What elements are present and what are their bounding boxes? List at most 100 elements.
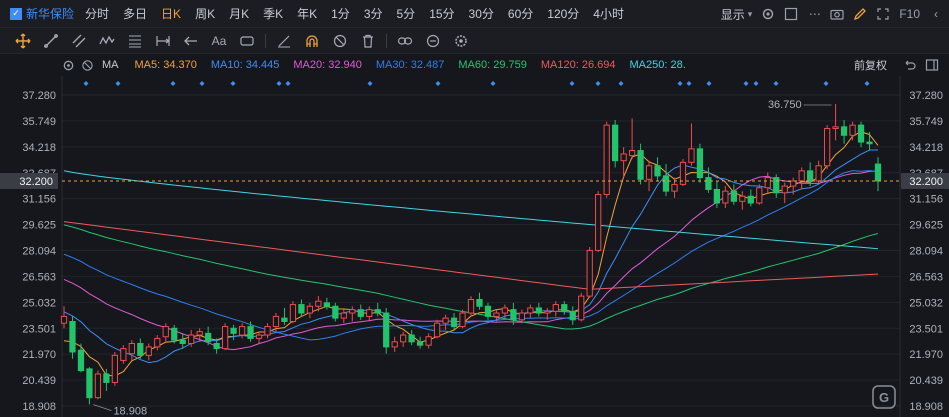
candle-body [679, 161, 687, 185]
ma-line [63, 131, 879, 377]
event-marker-icon [706, 81, 712, 86]
candle-body [552, 304, 559, 312]
y-tick-label: 28.094 [22, 246, 56, 258]
tab-period[interactable]: 5分 [396, 7, 416, 21]
candle-body [247, 326, 254, 339]
chevron-down-icon: ▾ [747, 8, 753, 19]
event-marker-icon [677, 81, 683, 86]
candle-body [255, 334, 263, 339]
tab-period[interactable]: 15分 [429, 7, 455, 21]
more-icon[interactable]: ⋯ [808, 7, 821, 21]
hide-indicator-icon[interactable] [81, 59, 94, 72]
event-marker-icon [618, 81, 624, 86]
candle-body [154, 337, 161, 348]
shape-tool-icon[interactable] [236, 28, 258, 54]
undo-icon[interactable] [903, 58, 917, 72]
y-tick-label: 37.280 [909, 90, 943, 102]
trash-icon[interactable] [357, 28, 379, 54]
event-marker-icon [595, 81, 601, 86]
candle-body [298, 304, 305, 314]
candle-body [773, 177, 780, 194]
fuquan-selector[interactable]: 前复权 [854, 60, 887, 72]
panel-icon[interactable] [925, 58, 939, 72]
candle-body [459, 312, 466, 328]
candle-body [120, 348, 127, 361]
candle-body [586, 249, 593, 297]
candle-body [807, 170, 814, 182]
pencil-icon[interactable] [853, 7, 867, 21]
gear-icon[interactable] [761, 7, 775, 21]
range-tool-icon[interactable] [152, 28, 174, 54]
tab-period[interactable]: 年K [297, 7, 318, 21]
tab-period[interactable]: 4小时 [593, 7, 624, 21]
candle-body [340, 312, 347, 319]
tab-period[interactable]: 月K [229, 7, 250, 21]
move-crosshair-icon[interactable] [12, 28, 34, 54]
camera-icon[interactable] [830, 7, 844, 21]
candle-body [272, 315, 280, 328]
ruler-icon[interactable] [273, 28, 295, 54]
channel-tool-icon[interactable] [68, 28, 90, 54]
candle-body [739, 195, 746, 202]
candle-body [476, 298, 483, 307]
fibonacci-tool-icon[interactable] [124, 28, 146, 54]
ma-legend-item: MA10: 34.445 [210, 59, 280, 71]
y-tick-label: 31.156 [909, 194, 943, 206]
expand-icon[interactable] [876, 7, 890, 21]
f10-button[interactable]: F10 [899, 7, 920, 21]
symbol-selector[interactable]: ✓ 新华保险 [10, 5, 74, 22]
candle-body [230, 327, 237, 334]
candle-body [433, 322, 441, 338]
indicator-selector[interactable]: MA [102, 59, 119, 71]
y-tick-label: 29.625 [909, 220, 943, 232]
tab-period[interactable]: 季K [263, 7, 284, 21]
candle-body [349, 309, 356, 314]
tab-period[interactable]: 3分 [363, 7, 383, 21]
wave-tool-icon[interactable] [96, 28, 118, 54]
y-tick-label: 21.970 [909, 349, 943, 361]
link-icon[interactable] [394, 28, 416, 54]
magnet-icon[interactable] [301, 28, 323, 54]
ma-legend-item: MA20: 32.940 [293, 59, 362, 71]
hide-drawings-icon[interactable] [329, 28, 351, 54]
visibility-icon[interactable] [422, 28, 444, 54]
candle-body [383, 312, 390, 348]
line-tool-icon[interactable] [40, 28, 62, 54]
text-tool-icon[interactable]: Aa [211, 33, 227, 48]
tab-period[interactable]: 周K [195, 7, 216, 21]
settings-icon[interactable] [450, 28, 472, 54]
candle-body [662, 175, 670, 192]
chevron-icon[interactable]: ‹ [934, 7, 938, 21]
tab-period[interactable]: 多日 [123, 7, 148, 21]
candle-body [111, 354, 119, 383]
candle-body [781, 185, 788, 194]
display-menu[interactable]: 显示 ▾ [721, 6, 753, 23]
y-tick-label: 29.625 [22, 220, 56, 232]
tab-period[interactable]: 1分 [331, 7, 350, 21]
candle-body [722, 190, 729, 204]
tab-period[interactable]: 60分 [507, 7, 534, 21]
candle-body [467, 298, 475, 314]
checkbox-icon[interactable] [784, 7, 798, 21]
event-marker-icon [285, 81, 291, 86]
arrow-left-icon[interactable] [180, 28, 202, 54]
y-tick-label: 18.908 [909, 401, 943, 413]
candle-body [238, 326, 246, 336]
kline-chart[interactable]: 37.28035.74934.21832.68731.15629.62528.0… [0, 76, 949, 417]
candle-body [815, 165, 822, 182]
candle-body [713, 188, 721, 204]
ma-legend-item: MA120: 26.694 [540, 59, 616, 71]
candle-body [416, 341, 424, 346]
tab-period[interactable]: 分时 [85, 7, 110, 21]
tab-period[interactable]: 120分 [547, 7, 580, 21]
candle-body [60, 315, 68, 324]
candle-body [400, 334, 407, 343]
candle-body [391, 341, 398, 348]
ma-legend-bar: MA MA5: 34.370 MA10: 34.445 MA20: 32.940 MA… [0, 54, 949, 76]
candlesticks [60, 103, 882, 405]
checkbox-icon[interactable]: ✓ [10, 7, 22, 20]
indicator-settings-icon[interactable] [62, 59, 75, 72]
tab-period[interactable]: 日K [161, 7, 182, 21]
current-price-label: 32.200 [909, 176, 943, 188]
tab-period[interactable]: 30分 [468, 7, 494, 21]
